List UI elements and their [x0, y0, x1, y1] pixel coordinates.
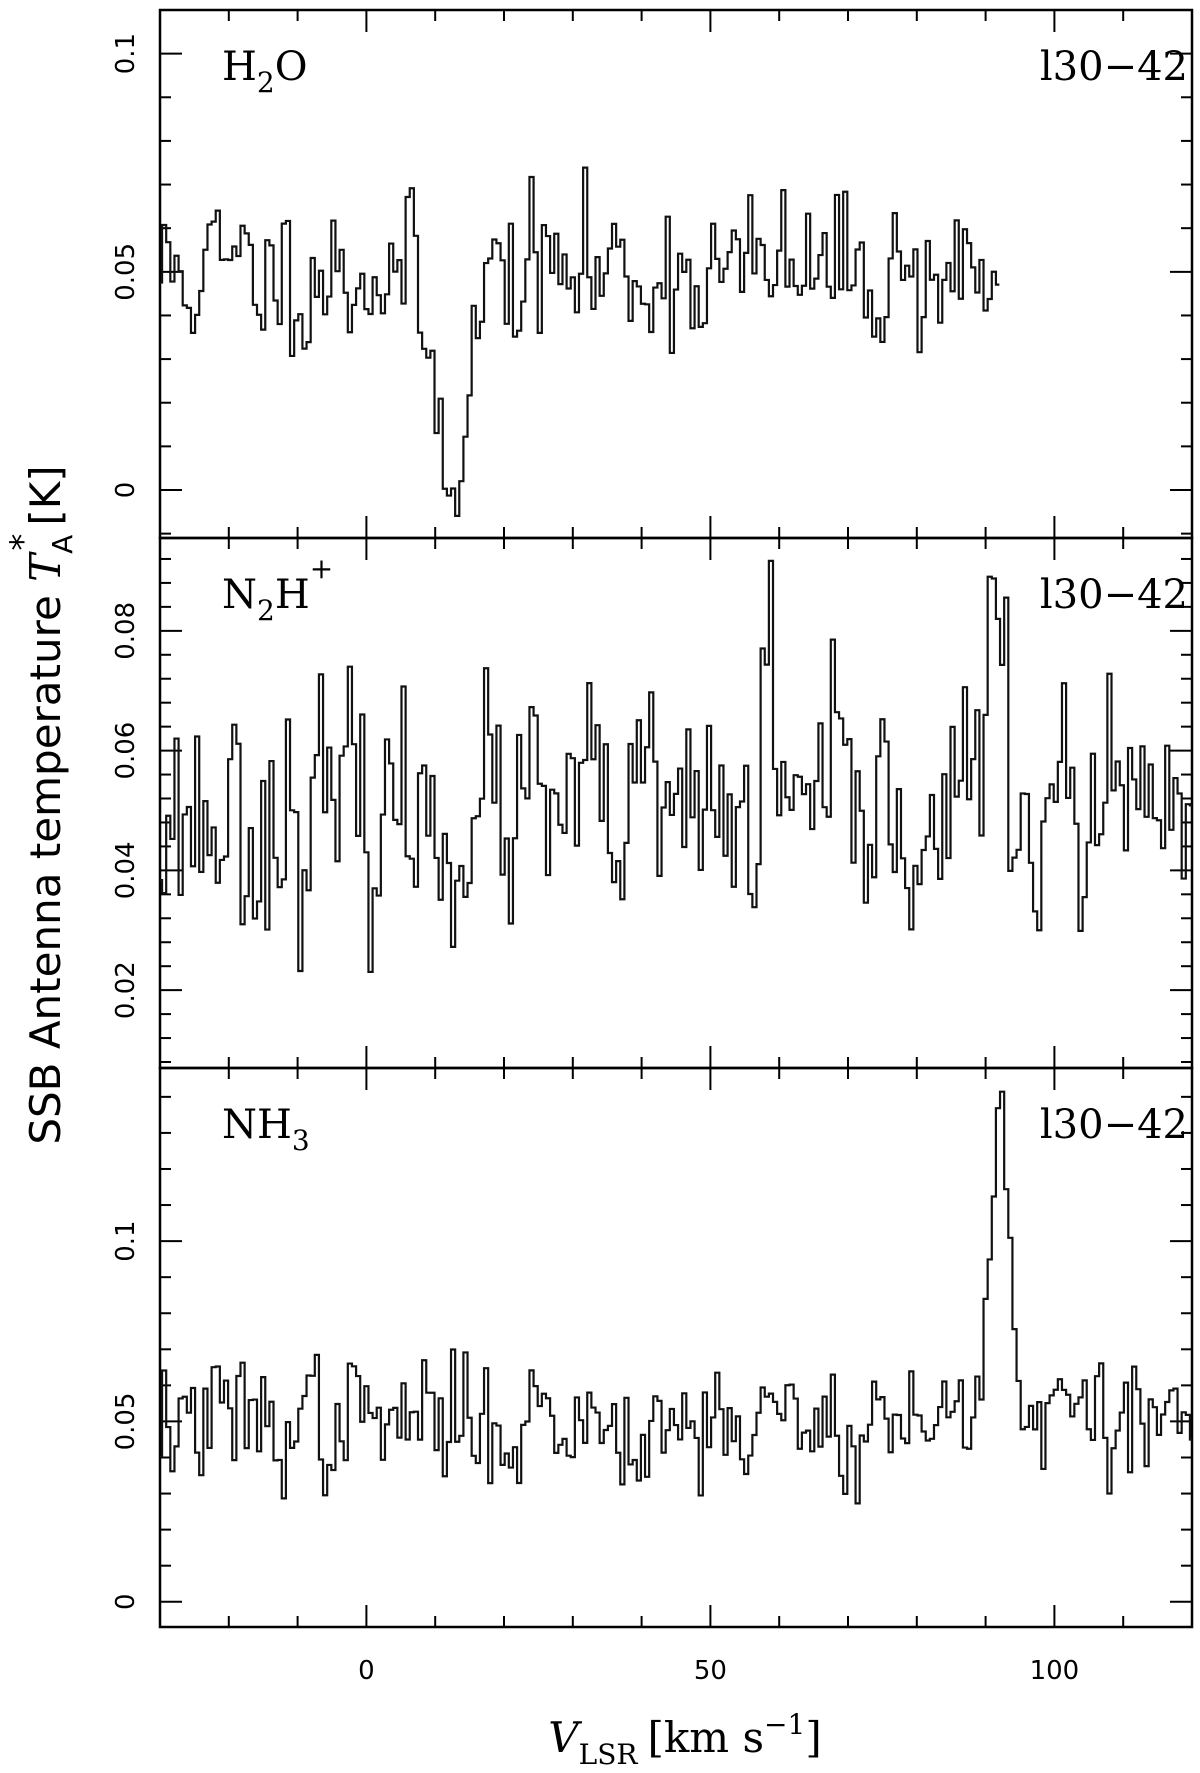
y-tick-label: 0.04 — [111, 841, 141, 899]
y-axis-title-unit: [K] — [21, 465, 70, 525]
panel-3: 0 0.05 0.1 NH3 l30−42 0 50 100 — [111, 1066, 1194, 1686]
x-axis-title-unit-prefix: [km s — [647, 1713, 764, 1762]
x-axis-title-symbol: V — [548, 1713, 582, 1762]
y-axis-title-superscript: * — [3, 534, 43, 551]
x-tick-label: 0 — [358, 1656, 375, 1686]
y-tick-label: 0 — [111, 1593, 141, 1610]
y-tick-label: 0.05 — [111, 1392, 141, 1450]
x-tick-label: 100 — [1030, 1656, 1080, 1686]
x-tick-label: 50 — [694, 1656, 727, 1686]
source-label: l30−42 — [1040, 44, 1188, 90]
y-tick-label: 0.1 — [111, 33, 141, 74]
panel-frame — [158, 1066, 1194, 1629]
y-tick-label: 0.08 — [111, 602, 141, 660]
x-axis-title: VLSR [km s−1] — [548, 1708, 821, 1771]
source-label: l30−42 — [1040, 572, 1188, 618]
x-axis-title-unit-suffix: ] — [805, 1713, 821, 1762]
x-axis-title-subscript: LSR — [579, 1738, 639, 1771]
panel-1: 0 0.05 0.1 H2O l30−42 — [111, 8, 1194, 540]
y-axis-title: SSB Antenna temperature TA* [K] — [3, 465, 79, 1144]
spectrum-line — [160, 1090, 1192, 1505]
panel-frame — [158, 536, 1194, 1070]
molecule-label: N2H+ — [222, 552, 333, 627]
molecule-label: NH3 — [222, 1102, 310, 1157]
y-tick-label: 0.05 — [111, 243, 141, 301]
y-axis-title-symbol: T — [21, 551, 70, 582]
molecule-label: H2O — [222, 44, 308, 99]
y-tick-label: 0.02 — [111, 961, 141, 1019]
x-axis-title-unit-superscript: −1 — [764, 1708, 805, 1741]
y-tick-label: 0.1 — [111, 1220, 141, 1261]
y-axis-title-subscript: A — [46, 535, 79, 554]
spectrum-line — [160, 166, 1000, 517]
y-tick-label: 0 — [111, 482, 141, 499]
panel-2: 0.02 0.04 0.06 0.08 N2H+ l30−42 — [111, 536, 1194, 1070]
y-tick-label: 0.06 — [111, 722, 141, 780]
y-axis-title-prefix: SSB Antenna temperature — [21, 582, 70, 1145]
source-label: l30−42 — [1040, 1102, 1188, 1148]
spectrum-line — [160, 559, 1192, 974]
panels-group: 0 0.05 0.1 H2O l30−42 0.02 0.04 0.06 0.08 N2H+ l30… — [111, 8, 1194, 1686]
